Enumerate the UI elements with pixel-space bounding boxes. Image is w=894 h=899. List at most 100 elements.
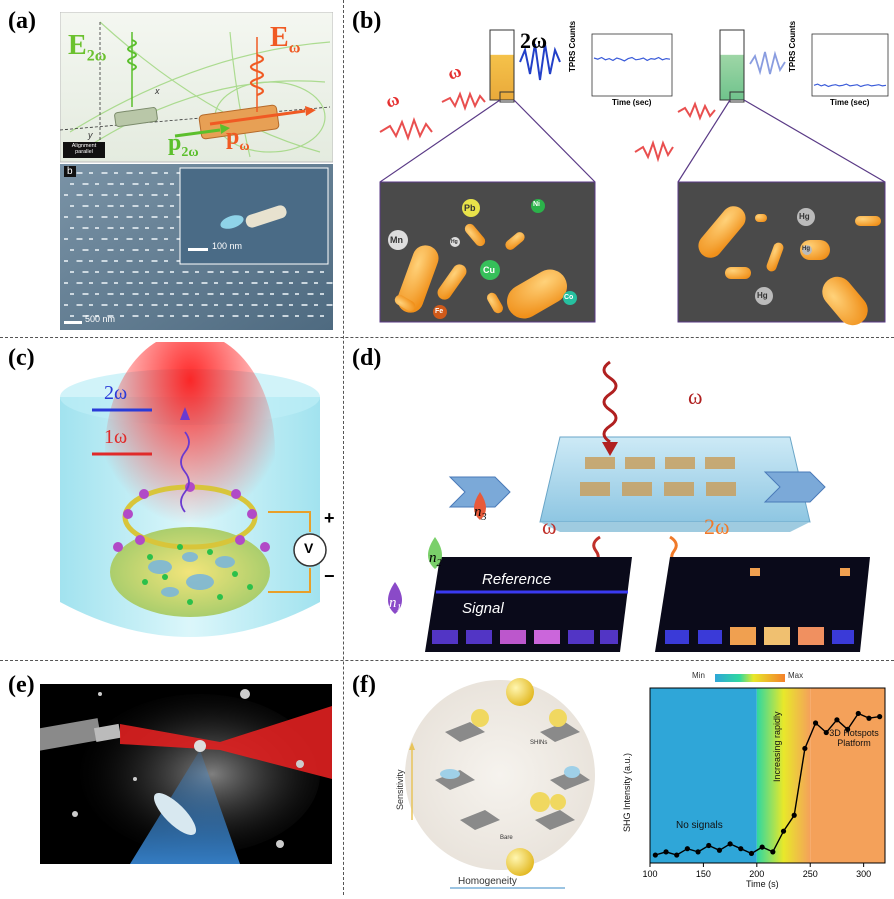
ion-mn bbox=[388, 230, 408, 250]
panel-c-svg bbox=[60, 332, 327, 637]
shg-point bbox=[780, 828, 787, 834]
label-n1: n1 bbox=[389, 595, 402, 614]
sem-rod bbox=[201, 304, 208, 306]
sem-rod bbox=[170, 227, 174, 229]
panel-label-e: (e) bbox=[8, 672, 35, 698]
chart-region-1 bbox=[756, 688, 811, 863]
signal-label: Signal bbox=[462, 600, 504, 617]
ion-label-fe: Fe bbox=[435, 308, 444, 315]
sem-rod bbox=[314, 282, 318, 284]
shg-point bbox=[802, 745, 808, 752]
sem-rod bbox=[101, 304, 108, 306]
sem-rod bbox=[320, 271, 324, 273]
sem-rod bbox=[151, 194, 158, 196]
droplet-n1 bbox=[388, 582, 402, 614]
sem-rod bbox=[89, 304, 93, 306]
shg-point bbox=[684, 846, 690, 852]
sem-rod bbox=[214, 282, 218, 284]
sem-rod bbox=[82, 315, 89, 317]
bare-label: Bare bbox=[500, 835, 513, 841]
sem-rod bbox=[120, 205, 124, 207]
sem-rod bbox=[207, 271, 214, 273]
sem-rod bbox=[182, 271, 189, 273]
sem-rod bbox=[70, 205, 74, 207]
shin-sphere bbox=[506, 678, 534, 706]
sem-rod bbox=[95, 249, 99, 251]
sem-rod bbox=[157, 271, 164, 273]
sem-rod bbox=[114, 238, 118, 240]
sem-rod bbox=[120, 249, 124, 251]
main-scale-label: 500 nm bbox=[85, 314, 116, 324]
sem-rod bbox=[126, 216, 133, 218]
sem-rod bbox=[107, 271, 114, 273]
sem-rod bbox=[226, 282, 233, 284]
sem-rod bbox=[82, 249, 89, 251]
sem-rod bbox=[270, 315, 274, 317]
sem-rod bbox=[132, 315, 139, 317]
sem-rod bbox=[295, 315, 299, 317]
sem-rod bbox=[82, 293, 89, 295]
panel-c-figure: 2ω 1ω V + − bbox=[40, 332, 340, 654]
colorbar bbox=[715, 674, 785, 682]
sem-rod bbox=[89, 282, 93, 284]
sem-rod bbox=[64, 260, 68, 262]
sem-rod bbox=[245, 315, 249, 317]
voltmeter-label: V bbox=[304, 540, 314, 556]
shg-point bbox=[716, 847, 723, 853]
sem-rod bbox=[282, 271, 289, 273]
sem-rod bbox=[120, 293, 124, 295]
sem-rod bbox=[270, 293, 274, 295]
sem-rod bbox=[276, 304, 283, 306]
sem-rod bbox=[64, 282, 68, 284]
sem-rod bbox=[245, 293, 249, 295]
sem-rod bbox=[132, 183, 139, 185]
sem-rod bbox=[170, 271, 174, 273]
sem-rod bbox=[245, 271, 249, 273]
sem-rod bbox=[126, 172, 133, 174]
panel-d-figure: ω ω 2ω n3 n2 n1 Reference Signal bbox=[370, 342, 890, 654]
series-line bbox=[593, 56, 671, 62]
axis-x-label: x bbox=[155, 86, 160, 96]
sem-rod bbox=[151, 282, 158, 284]
sem-rod bbox=[320, 293, 324, 295]
ion-label-mn: Mn bbox=[390, 235, 403, 245]
sem-rod bbox=[107, 183, 114, 185]
sem-rod bbox=[107, 293, 114, 295]
chart-left bbox=[591, 33, 673, 97]
ion-label-hg: Hg bbox=[451, 239, 458, 245]
panel-label-f: (f) bbox=[352, 672, 376, 698]
sem-rod bbox=[70, 183, 74, 185]
sem-rod bbox=[101, 216, 108, 218]
panel-a-figure: E2ω Eω pω p2ω x y Alignment parallel b 1… bbox=[59, 11, 334, 330]
sem-rod bbox=[126, 282, 133, 284]
sem-rod bbox=[157, 183, 164, 185]
cuvette-left bbox=[489, 29, 515, 101]
shg-point bbox=[748, 850, 755, 857]
sem-rod bbox=[114, 304, 118, 306]
reference-label: Reference bbox=[482, 571, 552, 588]
sem-rod bbox=[70, 315, 74, 317]
sem-rod bbox=[95, 205, 99, 207]
shg-point bbox=[706, 842, 712, 849]
sem-rod bbox=[207, 293, 214, 295]
sem-rod bbox=[145, 271, 149, 273]
chart-frame bbox=[649, 687, 886, 864]
chart-right-xlabel: Time (sec) bbox=[830, 98, 870, 107]
bare-sphere bbox=[506, 848, 534, 876]
sem-rod bbox=[151, 216, 158, 218]
sem-rods bbox=[64, 172, 333, 317]
x-tick-label: 100 bbox=[642, 869, 657, 879]
ion-hg-r1 bbox=[797, 208, 815, 226]
chart-right-ylabel: TPRS Counts bbox=[788, 20, 797, 72]
sem-rod bbox=[307, 271, 314, 273]
sem-rod bbox=[239, 304, 243, 306]
sem-rod bbox=[289, 304, 293, 306]
sem-rod bbox=[114, 282, 118, 284]
sem-rod bbox=[164, 282, 168, 284]
sem-rod bbox=[126, 304, 133, 306]
sem-rod bbox=[307, 315, 314, 317]
shg-series-line bbox=[655, 712, 880, 856]
sem-rod bbox=[70, 249, 74, 251]
sem-rod bbox=[139, 194, 143, 196]
panel-f-schematic-svg bbox=[405, 678, 595, 889]
